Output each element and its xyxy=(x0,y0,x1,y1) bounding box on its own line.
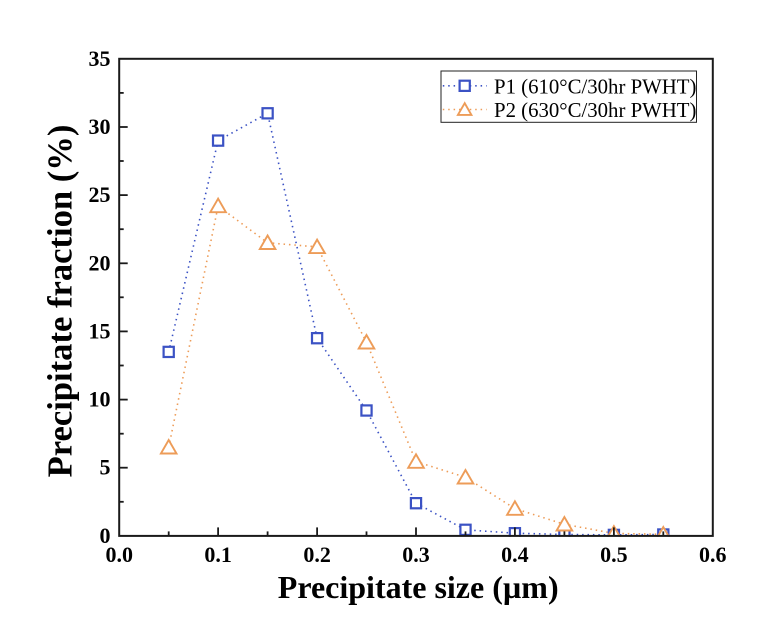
svg-text:0.3: 0.3 xyxy=(402,542,430,567)
svg-text:30: 30 xyxy=(89,114,111,139)
svg-text:15: 15 xyxy=(89,318,111,343)
svg-text:0.2: 0.2 xyxy=(303,542,331,567)
svg-text:10: 10 xyxy=(89,387,111,412)
svg-text:P1 (610°C/30hr PWHT): P1 (610°C/30hr PWHT) xyxy=(494,75,696,98)
svg-text:0.6: 0.6 xyxy=(699,542,727,567)
svg-text:0.0: 0.0 xyxy=(105,542,133,567)
svg-text:0.5: 0.5 xyxy=(600,542,628,567)
svg-text:0.1: 0.1 xyxy=(204,542,232,567)
svg-text:Precipitate size (µm): Precipitate size (µm) xyxy=(278,569,559,605)
svg-text:Precipitate fraction (%): Precipitate fraction (%) xyxy=(42,125,80,478)
svg-text:25: 25 xyxy=(89,182,111,207)
svg-text:5: 5 xyxy=(100,455,111,480)
svg-text:P2 (630°C/30hr PWHT): P2 (630°C/30hr PWHT) xyxy=(494,99,696,122)
svg-text:0: 0 xyxy=(100,523,111,548)
svg-text:20: 20 xyxy=(89,250,111,275)
svg-text:35: 35 xyxy=(89,46,111,71)
svg-text:0.4: 0.4 xyxy=(501,542,529,567)
